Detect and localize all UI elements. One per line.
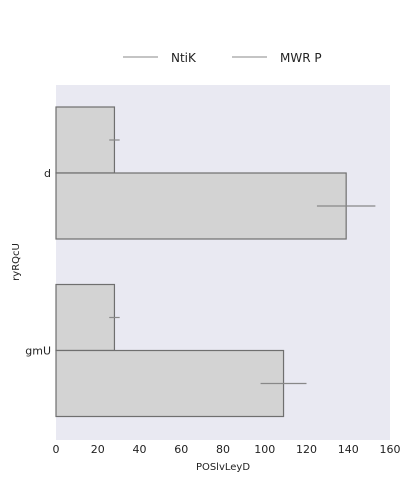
x-axis-label: POSlvLeyD — [196, 462, 250, 473]
legend-label: MWR P — [280, 51, 322, 65]
bar — [55, 283, 116, 352]
x-tick-label: 100 — [254, 443, 275, 456]
y-axis-ticks: d gmU — [25, 167, 51, 358]
x-axis-ticks: 0 20 40 60 80 100 120 140 160 — [53, 443, 401, 456]
x-tick-label: 20 — [91, 443, 105, 456]
bar — [55, 172, 347, 240]
x-tick-label: 60 — [174, 443, 188, 456]
bar — [55, 106, 116, 174]
bars-group — [55, 106, 347, 418]
x-tick-label: 0 — [53, 443, 60, 456]
y-tick-label: d — [44, 167, 51, 180]
x-tick-label: 40 — [133, 443, 147, 456]
x-tick-label: 140 — [338, 443, 359, 456]
y-tick-label: gmU — [25, 345, 51, 358]
x-tick-label: 120 — [296, 443, 317, 456]
x-tick-label: 80 — [216, 443, 230, 456]
x-tick-label: 160 — [380, 443, 401, 456]
legend: NtiK MWR P — [123, 51, 322, 65]
legend-label: NtiK — [171, 51, 197, 65]
bar — [55, 349, 285, 418]
error-bars-group — [109, 139, 376, 385]
y-axis-label: ryRQcU — [11, 243, 22, 281]
